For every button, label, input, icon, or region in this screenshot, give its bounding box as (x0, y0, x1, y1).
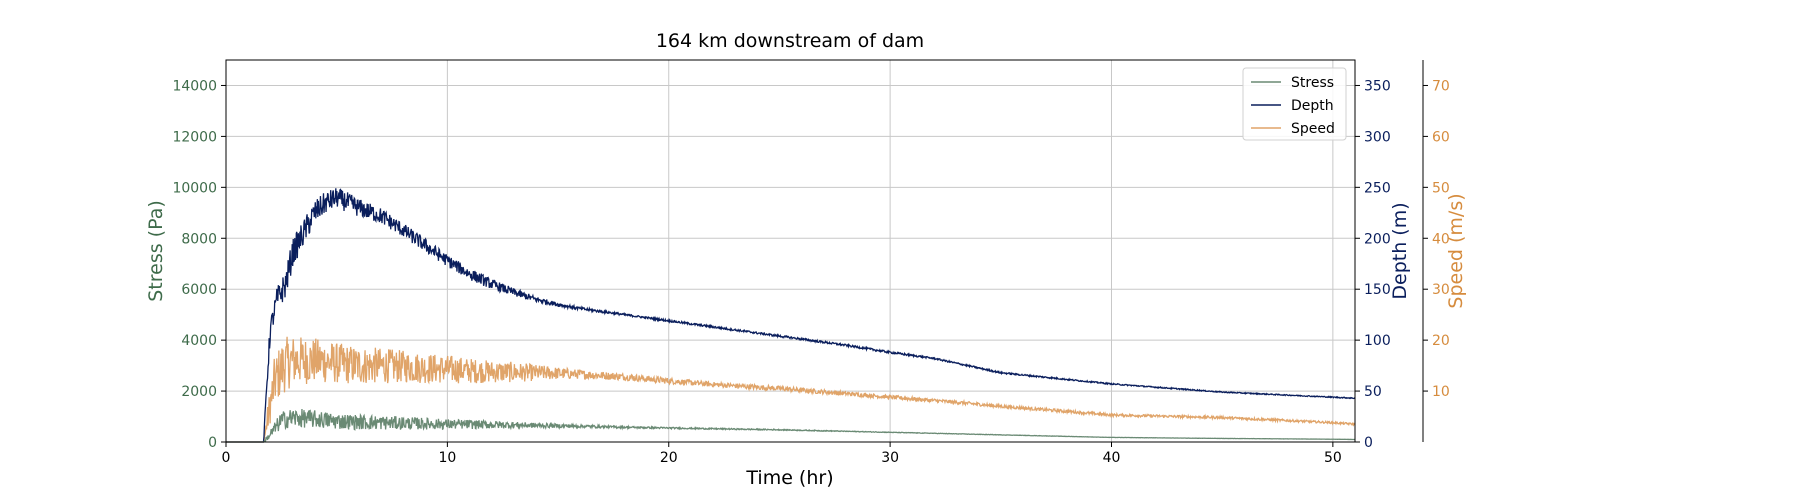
y-tick-label-stress: 14000 (172, 78, 217, 94)
y-tick-label-speed: 10 (1432, 384, 1450, 400)
y-tick-label-stress: 6000 (181, 282, 217, 298)
y-tick-label-speed: 30 (1432, 282, 1450, 298)
x-tick-label: 0 (222, 450, 231, 466)
y-tick-label-stress: 4000 (181, 333, 217, 349)
y-tick-label-depth: 200 (1364, 231, 1391, 247)
series-line-speed (226, 336, 1356, 443)
series-line-stress (226, 409, 1356, 443)
y-tick-label-speed: 50 (1432, 180, 1450, 196)
legend: Stress Depth Speed (1242, 67, 1347, 141)
y-tick-label-depth: 0 (1364, 435, 1373, 451)
y-tick-label-speed: 40 (1432, 231, 1450, 247)
grid-layer (225, 60, 1355, 443)
y-tick-label-stress: 10000 (172, 180, 217, 196)
plot-frame (225, 59, 1356, 443)
y-tick-label-speed: 70 (1432, 78, 1450, 94)
y-tick-label-depth: 350 (1364, 78, 1391, 94)
y-axis-title-stress: Stress (Pa) (145, 200, 167, 302)
x-tick-label: 20 (660, 450, 678, 466)
y-tick-label-stress: 8000 (181, 231, 217, 247)
x-axis-title: Time (hr) (745, 467, 833, 489)
x-tick-label: 50 (1324, 450, 1342, 466)
legend-label-speed: Speed (1291, 121, 1335, 137)
chart-title: 164 km downstream of dam (656, 30, 924, 52)
legend-label-stress: Stress (1291, 75, 1334, 91)
y-tick-label-depth: 100 (1364, 333, 1391, 349)
x-tick-label: 10 (438, 450, 456, 466)
y-axis-title-depth: Depth (m) (1389, 202, 1411, 299)
y-tick-label-speed: 60 (1432, 129, 1450, 145)
y-tick-label-depth: 250 (1364, 180, 1391, 196)
legend-box (1242, 67, 1347, 141)
axes-layer: 0 10 20 30 40 5002000400060008000100001200014… (172, 59, 1450, 466)
y-tick-label-depth: 150 (1364, 282, 1391, 298)
y-tick-label-depth: 300 (1364, 129, 1391, 145)
y-tick-label-depth: 50 (1364, 384, 1382, 400)
series-layer (226, 188, 1356, 443)
y-tick-label-stress: 2000 (181, 384, 217, 400)
y-tick-label-stress: 12000 (172, 129, 217, 145)
x-tick-label: 40 (1103, 450, 1121, 466)
y-tick-label-speed: 20 (1432, 333, 1450, 349)
y-axis-title-speed: Speed (m/s) (1445, 193, 1467, 308)
y-tick-label-stress: 0 (208, 435, 217, 451)
x-tick-label: 30 (881, 450, 899, 466)
legend-label-depth: Depth (1291, 98, 1334, 114)
series-line-depth (226, 188, 1356, 443)
